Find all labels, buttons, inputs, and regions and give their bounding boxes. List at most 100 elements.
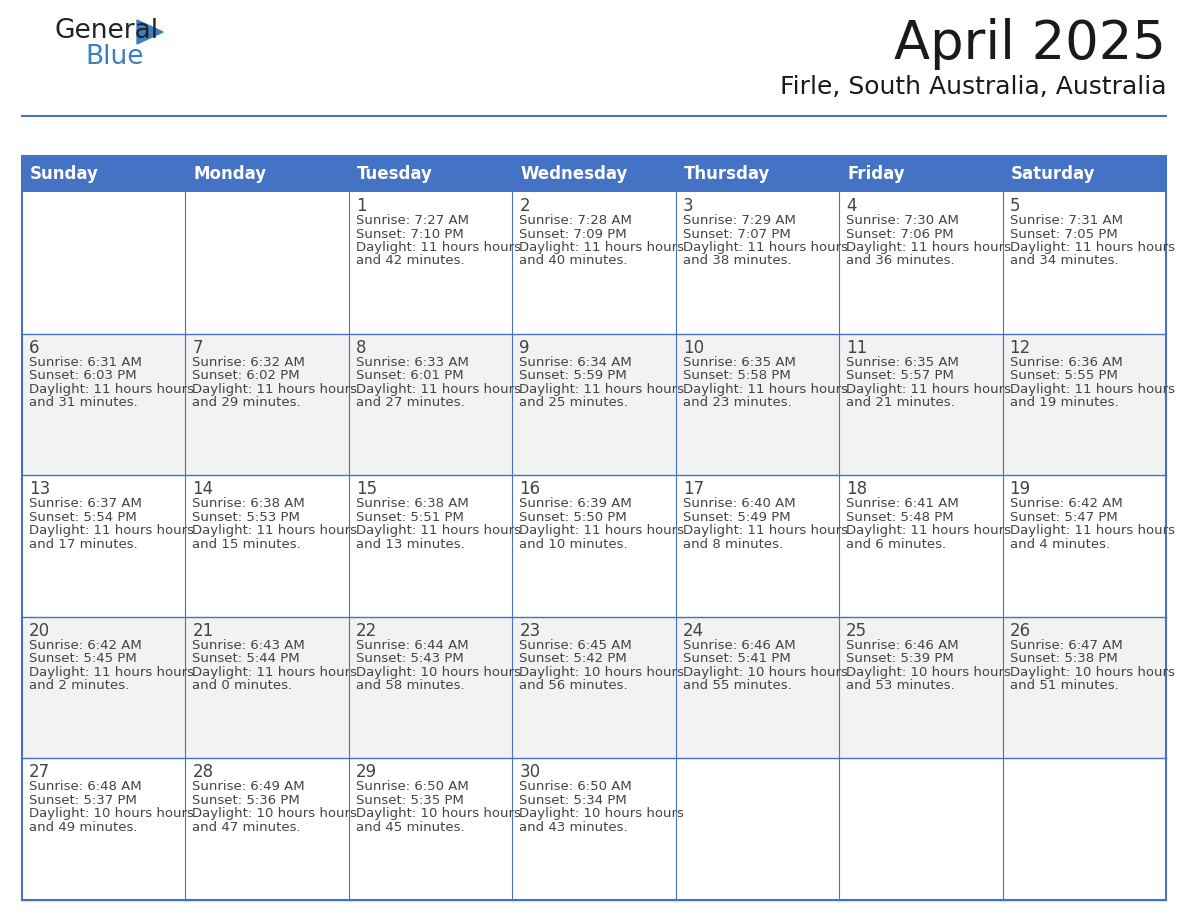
Text: Sunset: 7:10 PM: Sunset: 7:10 PM	[356, 228, 463, 241]
Bar	[349, 156, 512, 192]
Text: Sunset: 6:02 PM: Sunset: 6:02 PM	[192, 369, 301, 382]
Text: Sunrise: 7:31 AM: Sunrise: 7:31 AM	[1010, 214, 1123, 227]
Text: Sunrise: 6:42 AM: Sunrise: 6:42 AM	[29, 639, 141, 652]
Text: 22: 22	[356, 621, 377, 640]
Text: and 27 minutes.: and 27 minutes.	[356, 396, 465, 409]
Text: Daylight: 11 hours hours: Daylight: 11 hours hours	[846, 524, 1011, 537]
Bar	[349, 617, 512, 758]
Text: Sunrise: 6:35 AM: Sunrise: 6:35 AM	[683, 355, 796, 369]
Bar	[185, 758, 349, 900]
Bar	[349, 192, 512, 333]
Text: and 53 minutes.: and 53 minutes.	[846, 679, 955, 692]
Text: 19: 19	[1010, 480, 1031, 498]
Text: Daylight: 11 hours hours: Daylight: 11 hours hours	[1010, 241, 1175, 254]
Text: Daylight: 11 hours hours: Daylight: 11 hours hours	[683, 241, 848, 254]
Text: Sunrise: 6:41 AM: Sunrise: 6:41 AM	[846, 498, 959, 510]
Text: and 45 minutes.: and 45 minutes.	[356, 821, 465, 834]
Bar	[676, 476, 839, 617]
Text: Sunset: 5:44 PM: Sunset: 5:44 PM	[192, 653, 301, 666]
Bar	[23, 156, 1165, 900]
Text: Sunrise: 7:28 AM: Sunrise: 7:28 AM	[519, 214, 632, 227]
Text: Sunset: 7:06 PM: Sunset: 7:06 PM	[846, 228, 954, 241]
Bar	[1003, 758, 1165, 900]
Text: and 19 minutes.: and 19 minutes.	[1010, 396, 1118, 409]
Bar	[512, 156, 676, 192]
Text: Daylight: 11 hours hours: Daylight: 11 hours hours	[683, 383, 848, 396]
Text: Sunrise: 6:46 AM: Sunrise: 6:46 AM	[846, 639, 959, 652]
Text: 12: 12	[1010, 339, 1031, 356]
Bar	[839, 333, 1003, 476]
Text: Sunrise: 6:33 AM: Sunrise: 6:33 AM	[356, 355, 469, 369]
Text: Daylight: 10 hours hours: Daylight: 10 hours hours	[356, 808, 520, 821]
Text: Sunset: 5:35 PM: Sunset: 5:35 PM	[356, 794, 463, 807]
Text: 4: 4	[846, 197, 857, 215]
Text: Daylight: 11 hours hours: Daylight: 11 hours hours	[356, 524, 520, 537]
Text: Sunrise: 6:43 AM: Sunrise: 6:43 AM	[192, 639, 305, 652]
Text: Daylight: 11 hours hours: Daylight: 11 hours hours	[29, 383, 194, 396]
Text: Daylight: 11 hours hours: Daylight: 11 hours hours	[356, 241, 520, 254]
Text: Wednesday: Wednesday	[520, 165, 627, 183]
Text: Sunrise: 6:37 AM: Sunrise: 6:37 AM	[29, 498, 141, 510]
Text: Sunset: 7:09 PM: Sunset: 7:09 PM	[519, 228, 627, 241]
Text: Daylight: 11 hours hours: Daylight: 11 hours hours	[846, 383, 1011, 396]
Text: and 40 minutes.: and 40 minutes.	[519, 254, 627, 267]
Text: Sunrise: 6:49 AM: Sunrise: 6:49 AM	[192, 780, 305, 793]
Text: and 13 minutes.: and 13 minutes.	[356, 538, 465, 551]
Text: Sunset: 5:36 PM: Sunset: 5:36 PM	[192, 794, 301, 807]
Text: 29: 29	[356, 764, 377, 781]
Text: 16: 16	[519, 480, 541, 498]
Text: 28: 28	[192, 764, 214, 781]
Text: Sunrise: 6:50 AM: Sunrise: 6:50 AM	[356, 780, 468, 793]
Polygon shape	[137, 20, 163, 44]
Bar	[512, 192, 676, 333]
Bar	[1003, 156, 1165, 192]
Text: Daylight: 11 hours hours: Daylight: 11 hours hours	[519, 241, 684, 254]
Text: 25: 25	[846, 621, 867, 640]
Text: Daylight: 10 hours hours: Daylight: 10 hours hours	[356, 666, 520, 678]
Text: and 51 minutes.: and 51 minutes.	[1010, 679, 1118, 692]
Text: Daylight: 11 hours hours: Daylight: 11 hours hours	[29, 524, 194, 537]
Text: Sunrise: 6:46 AM: Sunrise: 6:46 AM	[683, 639, 795, 652]
Text: Daylight: 10 hours hours: Daylight: 10 hours hours	[1010, 666, 1175, 678]
Text: Daylight: 11 hours hours: Daylight: 11 hours hours	[192, 666, 358, 678]
Text: Sunrise: 6:36 AM: Sunrise: 6:36 AM	[1010, 355, 1123, 369]
Text: and 43 minutes.: and 43 minutes.	[519, 821, 628, 834]
Text: and 47 minutes.: and 47 minutes.	[192, 821, 301, 834]
Bar	[676, 156, 839, 192]
Text: Sunset: 5:55 PM: Sunset: 5:55 PM	[1010, 369, 1118, 382]
Text: Sunrise: 6:47 AM: Sunrise: 6:47 AM	[1010, 639, 1123, 652]
Text: Daylight: 11 hours hours: Daylight: 11 hours hours	[519, 524, 684, 537]
Bar	[839, 192, 1003, 333]
Bar	[676, 617, 839, 758]
Text: Daylight: 11 hours hours: Daylight: 11 hours hours	[1010, 383, 1175, 396]
Text: Blue: Blue	[86, 44, 144, 70]
Text: Sunset: 6:03 PM: Sunset: 6:03 PM	[29, 369, 137, 382]
Text: 14: 14	[192, 480, 214, 498]
Text: and 23 minutes.: and 23 minutes.	[683, 396, 791, 409]
Text: 15: 15	[356, 480, 377, 498]
Text: Sunrise: 6:50 AM: Sunrise: 6:50 AM	[519, 780, 632, 793]
Bar	[1003, 617, 1165, 758]
Text: Daylight: 11 hours hours: Daylight: 11 hours hours	[519, 383, 684, 396]
Text: and 31 minutes.: and 31 minutes.	[29, 396, 138, 409]
Text: 3: 3	[683, 197, 694, 215]
Text: and 2 minutes.: and 2 minutes.	[29, 679, 129, 692]
Text: Sunrise: 6:34 AM: Sunrise: 6:34 AM	[519, 355, 632, 369]
Bar	[676, 333, 839, 476]
Text: Sunset: 5:47 PM: Sunset: 5:47 PM	[1010, 510, 1118, 523]
Bar	[839, 758, 1003, 900]
Bar	[512, 617, 676, 758]
Text: 7: 7	[192, 339, 203, 356]
Text: and 10 minutes.: and 10 minutes.	[519, 538, 628, 551]
Text: 30: 30	[519, 764, 541, 781]
Text: Sunrise: 6:40 AM: Sunrise: 6:40 AM	[683, 498, 795, 510]
Text: 5: 5	[1010, 197, 1020, 215]
Bar	[23, 333, 185, 476]
Text: Sunrise: 6:31 AM: Sunrise: 6:31 AM	[29, 355, 141, 369]
Text: 24: 24	[683, 621, 703, 640]
Text: 8: 8	[356, 339, 366, 356]
Text: Daylight: 11 hours hours: Daylight: 11 hours hours	[1010, 524, 1175, 537]
Text: Daylight: 11 hours hours: Daylight: 11 hours hours	[29, 666, 194, 678]
Text: Sunrise: 6:44 AM: Sunrise: 6:44 AM	[356, 639, 468, 652]
Text: Daylight: 10 hours hours: Daylight: 10 hours hours	[192, 808, 358, 821]
